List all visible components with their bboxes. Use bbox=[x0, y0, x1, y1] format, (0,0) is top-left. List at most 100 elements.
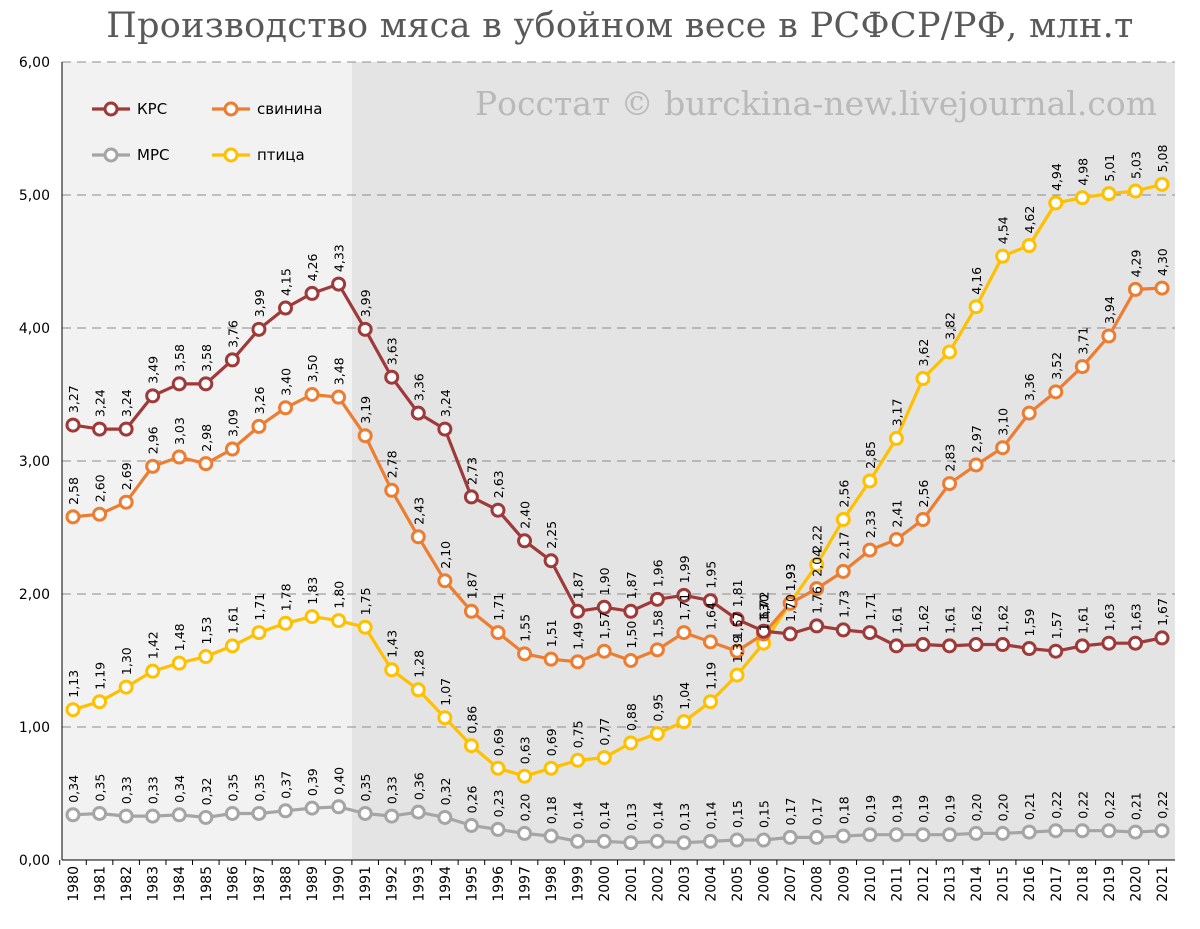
data-point bbox=[304, 609, 320, 625]
data-point bbox=[968, 637, 984, 653]
data-point bbox=[198, 456, 214, 472]
data-point bbox=[702, 593, 718, 609]
data-label: 2,83 bbox=[943, 444, 958, 472]
data-point bbox=[888, 638, 904, 654]
data-point bbox=[410, 682, 426, 698]
data-point bbox=[570, 752, 586, 768]
data-point bbox=[1127, 183, 1143, 199]
data-point bbox=[995, 440, 1011, 456]
data-label: 3,19 bbox=[358, 396, 373, 424]
data-point bbox=[968, 299, 984, 315]
data-point bbox=[198, 649, 214, 665]
data-label: 1,87 bbox=[571, 571, 586, 599]
data-point bbox=[65, 509, 81, 525]
data-point bbox=[915, 637, 931, 653]
data-point bbox=[384, 369, 400, 385]
data-label: 2,40 bbox=[518, 501, 533, 529]
data-point bbox=[623, 653, 639, 668]
data-label: 0,34 bbox=[66, 775, 81, 803]
x-tick-label: 1993 bbox=[411, 866, 427, 902]
data-label: 4,26 bbox=[305, 254, 320, 282]
data-point bbox=[331, 276, 347, 292]
data-point bbox=[835, 828, 851, 844]
x-tick-label: 1987 bbox=[252, 866, 268, 902]
data-point bbox=[729, 643, 745, 659]
data-label: 0,75 bbox=[571, 720, 586, 748]
data-point bbox=[145, 458, 161, 474]
legend-swatch-marker bbox=[103, 101, 119, 117]
data-label: 1,73 bbox=[836, 590, 851, 618]
data-point bbox=[888, 430, 904, 446]
data-point bbox=[596, 643, 612, 659]
x-tick-label: 2020 bbox=[1128, 866, 1144, 902]
x-tick-label: 1994 bbox=[438, 866, 454, 902]
data-point bbox=[543, 828, 559, 844]
data-point bbox=[1154, 630, 1170, 646]
data-label: 3,48 bbox=[332, 357, 347, 385]
data-label: 4,15 bbox=[279, 268, 294, 296]
data-point bbox=[942, 827, 958, 843]
y-tick-label: 0,00 bbox=[19, 853, 50, 869]
data-label: 1,51 bbox=[544, 619, 559, 647]
x-tick-label: 1982 bbox=[119, 866, 135, 902]
data-label: 2,41 bbox=[889, 500, 904, 528]
data-label: 3,24 bbox=[93, 389, 108, 417]
data-label: 1,61 bbox=[1075, 606, 1090, 634]
data-point bbox=[277, 615, 293, 631]
data-label: 0,32 bbox=[199, 778, 214, 806]
data-point bbox=[995, 825, 1011, 841]
data-point bbox=[1021, 238, 1037, 254]
y-tick-label: 2,00 bbox=[19, 587, 50, 603]
data-label: 1,83 bbox=[305, 577, 320, 605]
x-tick-label: 2021 bbox=[1155, 866, 1171, 902]
x-tick-label: 1998 bbox=[544, 866, 560, 902]
data-point bbox=[1021, 405, 1037, 421]
data-point bbox=[1127, 635, 1143, 651]
data-label: 4,94 bbox=[1049, 163, 1064, 191]
data-point bbox=[1048, 643, 1064, 659]
data-label: 0,33 bbox=[119, 776, 134, 804]
data-label: 1,93 bbox=[783, 563, 798, 591]
data-point bbox=[463, 489, 479, 505]
data-point bbox=[410, 405, 426, 421]
data-label: 0,20 bbox=[996, 794, 1011, 822]
axes: 0,00 1,00 2,00 3,00 4,00 5,00 6,00 1980 1981 1982… bbox=[19, 55, 1175, 902]
legend-label: птица bbox=[257, 146, 305, 164]
data-label: 0,88 bbox=[624, 703, 639, 731]
data-point bbox=[543, 553, 559, 569]
x-tick-label: 2009 bbox=[836, 866, 852, 902]
data-labels: 0,34 0,35 0,33 0,33 0,34 0,32 0,35 0,35 0,37 0,39… bbox=[66, 145, 1170, 831]
data-point bbox=[384, 808, 400, 824]
data-label: 0,18 bbox=[544, 796, 559, 824]
series-lines bbox=[65, 176, 1170, 851]
legend: КРС свинина МРС птица bbox=[92, 100, 322, 164]
data-point bbox=[995, 637, 1011, 653]
data-label: 1,78 bbox=[279, 583, 294, 611]
data-point bbox=[888, 531, 904, 547]
data-point bbox=[1074, 823, 1090, 839]
x-tick-label: 2018 bbox=[1075, 866, 1091, 902]
data-label: 0,18 bbox=[836, 796, 851, 824]
data-label: 2,17 bbox=[836, 532, 851, 560]
data-label: 1,75 bbox=[358, 587, 373, 615]
data-point bbox=[623, 835, 639, 851]
y-tick-label: 5,00 bbox=[19, 188, 50, 204]
data-label: 1,61 bbox=[225, 606, 240, 634]
data-point bbox=[357, 805, 373, 821]
data-label: 1,62 bbox=[996, 605, 1011, 633]
data-point bbox=[384, 662, 400, 678]
data-label: 1,81 bbox=[730, 579, 745, 607]
data-label: 0,22 bbox=[1102, 791, 1117, 819]
data-label: 0,35 bbox=[225, 774, 240, 802]
data-label: 0,33 bbox=[146, 776, 161, 804]
data-point bbox=[809, 557, 825, 573]
data-point bbox=[676, 587, 692, 603]
data-label: 3,52 bbox=[1049, 352, 1064, 380]
data-point bbox=[410, 804, 426, 820]
data-label: 1,28 bbox=[411, 650, 426, 678]
data-point bbox=[437, 710, 453, 726]
data-point bbox=[198, 809, 214, 825]
data-point bbox=[942, 344, 958, 360]
data-point bbox=[304, 285, 320, 301]
data-label: 1,67 bbox=[1155, 598, 1170, 626]
